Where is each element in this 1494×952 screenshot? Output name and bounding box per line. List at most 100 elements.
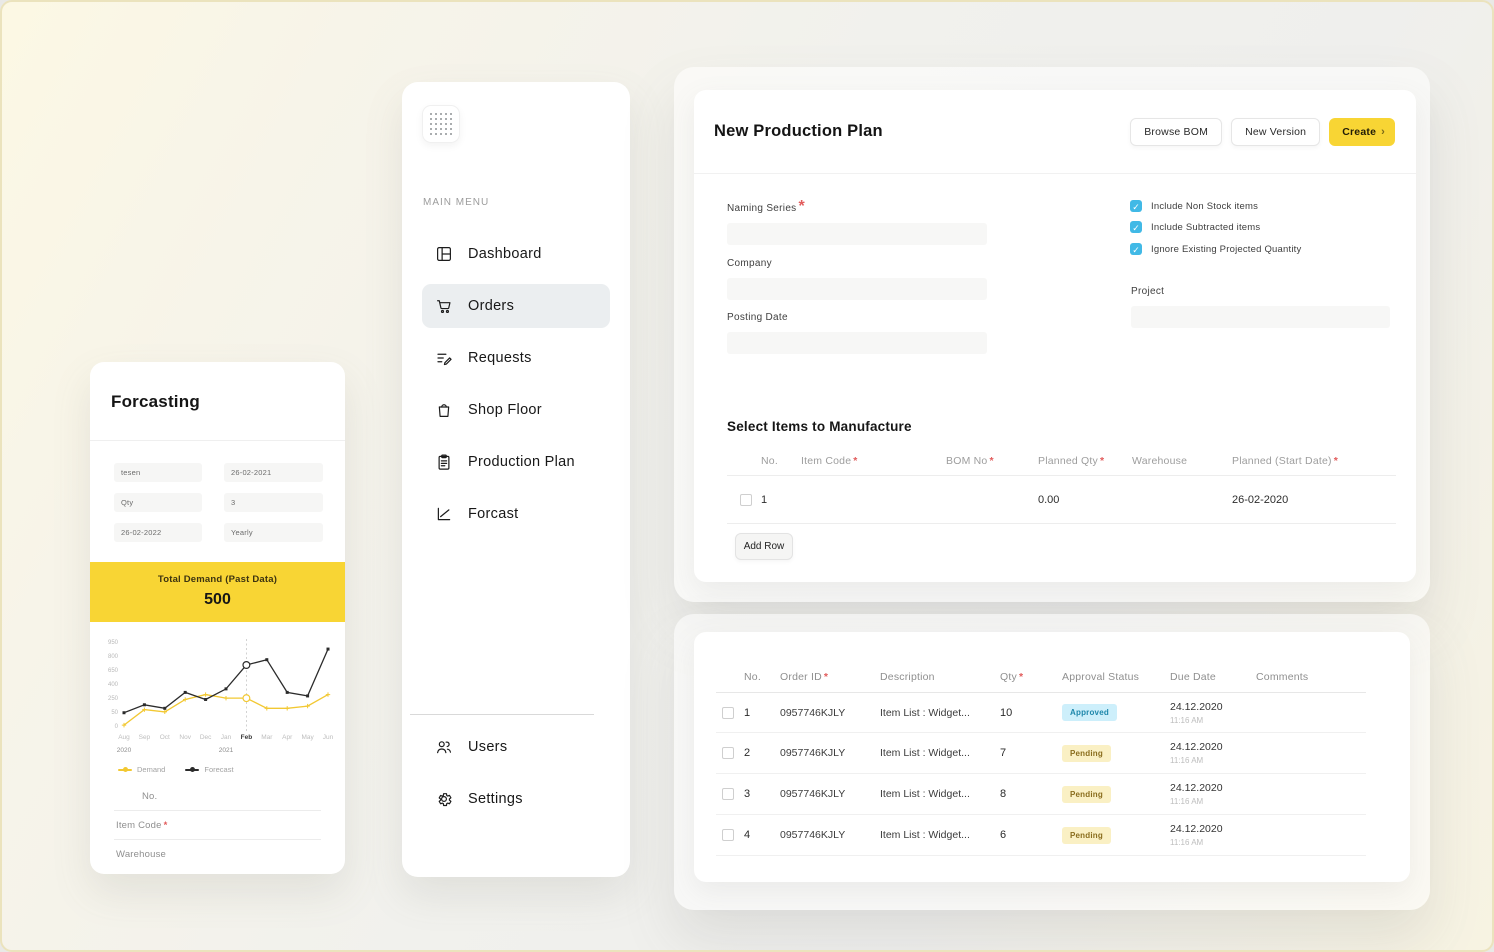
new-version-button[interactable]: New Version (1231, 117, 1321, 146)
cell-due-date: 24.12.2020 11:16 AM (1170, 782, 1223, 806)
frequency-input[interactable]: Yearly (224, 523, 323, 542)
row-checkbox[interactable] (722, 706, 734, 719)
svg-text:Aug: Aug (118, 734, 130, 741)
forecasting-card: Forcasting tesen 26-02-2021 Qty 3 26-02-… (90, 362, 345, 874)
cell-planned-start-date[interactable]: 26-02-2020 (1232, 493, 1289, 506)
status-badge: Pending (1062, 785, 1111, 803)
sidebar-item-forcast[interactable]: Forcast (422, 492, 610, 536)
col-warehouse: Warehouse (1132, 454, 1188, 467)
posting-date-input[interactable] (727, 332, 987, 354)
legend-item-forecast: Forecast (185, 765, 234, 774)
col-order-id: Order ID * (780, 670, 829, 683)
cell-no: 1 (761, 493, 768, 506)
footer-field-warehouse-label: Warehouse (116, 849, 167, 860)
sidebar-item-production-plan[interactable]: Production Plan (422, 440, 610, 484)
sidebar-item-orders[interactable]: Orders (422, 284, 610, 328)
create-button-label: Create (1342, 125, 1377, 138)
sidebar-item-label: Orders (468, 298, 515, 314)
cell-order-id[interactable]: 0957746KJLY (780, 829, 846, 841)
cell-qty: 6 (1000, 829, 1007, 841)
ignore-projected-row: Ignore Existing Projected Quantity (1130, 243, 1301, 255)
panel-header: New Production Plan Browse BOM New Versi… (694, 90, 1416, 174)
svg-text:Nov: Nov (179, 734, 191, 741)
row-checkbox[interactable] (722, 788, 734, 800)
cell-order-id[interactable]: 0957746KJLY (780, 788, 846, 800)
status-badge: Pending (1062, 744, 1111, 762)
naming-series-input[interactable] (727, 223, 987, 245)
footer-field-no[interactable]: No. (114, 782, 321, 811)
col-item-code: Item Code * (801, 454, 858, 467)
request-edit-icon (437, 353, 452, 366)
dot-grid-logo-icon (429, 112, 453, 136)
items-table-body: 1 0.00 26-02-2020 (727, 475, 1396, 524)
periods-input[interactable]: 3 (224, 493, 323, 512)
status-badge: Approved (1062, 704, 1117, 721)
sidebar-item-dashboard[interactable]: Dashboard (422, 232, 610, 276)
cell-no: 2 (744, 747, 751, 759)
project-input[interactable] (1131, 306, 1390, 328)
browse-bom-button[interactable]: Browse BOM (1130, 117, 1223, 146)
ignore-projected-label: Ignore Existing Projected Quantity (1151, 243, 1302, 255)
col-planned-qty: Planned Qty * (1038, 454, 1105, 467)
svg-text:2021: 2021 (219, 747, 234, 754)
cell-description[interactable]: Item List : Widget... (880, 747, 970, 759)
svg-text:Feb: Feb (241, 734, 253, 741)
svg-text:Oct: Oct (160, 734, 170, 741)
item-input[interactable]: tesen (114, 463, 202, 482)
footer-field-warehouse[interactable]: Warehouse (114, 840, 321, 868)
orders-table-body: 1 0957746KJLY Item List : Widget... 10 A… (716, 692, 1366, 856)
footer-field-no-label: No. (142, 791, 158, 802)
cell-description[interactable]: Item List : Widget... (880, 788, 970, 800)
row-checkbox[interactable] (740, 493, 752, 506)
cell-description[interactable]: Item List : Widget... (880, 706, 970, 719)
cell-description[interactable]: Item List : Widget... (880, 829, 970, 841)
include-subtracted-checkbox[interactable] (1130, 221, 1142, 233)
qty-input[interactable]: Qty (114, 493, 202, 512)
create-button[interactable]: Create › (1329, 117, 1395, 146)
svg-text:650: 650 (108, 668, 119, 674)
footer-field-item-code[interactable]: Item Code * (114, 811, 321, 840)
cell-order-id[interactable]: 0957746KJLY (780, 706, 846, 719)
company-label: Company (727, 258, 772, 269)
sidebar-item-settings[interactable]: Settings (422, 777, 610, 821)
ignore-projected-checkbox[interactable] (1130, 243, 1142, 255)
row-checkbox[interactable] (722, 747, 734, 759)
total-demand-banner: Total Demand (Past Data) 500 (90, 562, 345, 622)
sidebar-item-label: Forcast (468, 506, 519, 522)
sidebar-item-users[interactable]: Users (422, 725, 610, 769)
svg-text:Jun: Jun (323, 734, 334, 741)
sidebar-item-requests[interactable]: Requests (422, 336, 610, 380)
divider (90, 440, 345, 441)
row-checkbox[interactable] (722, 829, 734, 841)
col-qty: Qty * (1000, 670, 1024, 683)
svg-text:50: 50 (111, 710, 118, 716)
sidebar-item-label: Production Plan (468, 454, 575, 470)
sidebar-item-shop-floor[interactable]: Shop Floor (422, 388, 610, 432)
sidebar-item-label: Requests (468, 350, 532, 366)
include-non-stock-label: Include Non Stock items (1151, 200, 1259, 212)
cell-order-id[interactable]: 0957746KJLY (780, 747, 846, 759)
svg-text:Mar: Mar (261, 734, 273, 741)
date-to-input[interactable]: 26-02-2022 (114, 523, 202, 542)
include-non-stock-checkbox[interactable] (1130, 200, 1142, 212)
forecast-footer-fields: No. Item Code * Warehouse (114, 782, 321, 868)
cell-due-date: 24.12.2020 11:16 AM (1170, 700, 1223, 725)
orders-table-header: No. Order ID * Description Qty * Approval … (716, 662, 1366, 691)
forecasting-title: Forcasting (111, 392, 200, 411)
cell-due-date: 24.12.2020 11:16 AM (1170, 823, 1223, 847)
main-menu-label: MAIN MENU (423, 197, 490, 208)
svg-text:Sep: Sep (139, 734, 151, 741)
svg-text:Dec: Dec (200, 734, 212, 741)
date-from-input[interactable]: 26-02-2021 (224, 463, 323, 482)
required-asterisk: * (1018, 670, 1024, 683)
required-asterisk: * (823, 670, 829, 683)
sidebar: MAIN MENU Dashboard Orders (402, 82, 630, 877)
required-asterisk: * (1100, 454, 1105, 467)
col-bom-no: BOM No * (946, 454, 994, 467)
page-title: New Production Plan (714, 122, 883, 140)
app-logo[interactable] (422, 105, 460, 143)
cell-planned-qty[interactable]: 0.00 (1038, 493, 1060, 506)
company-input[interactable] (727, 278, 987, 300)
items-table-header: No. Item Code * BOM No * Planned Qty * Ware… (727, 446, 1396, 475)
add-row-button[interactable]: Add Row (735, 533, 793, 560)
